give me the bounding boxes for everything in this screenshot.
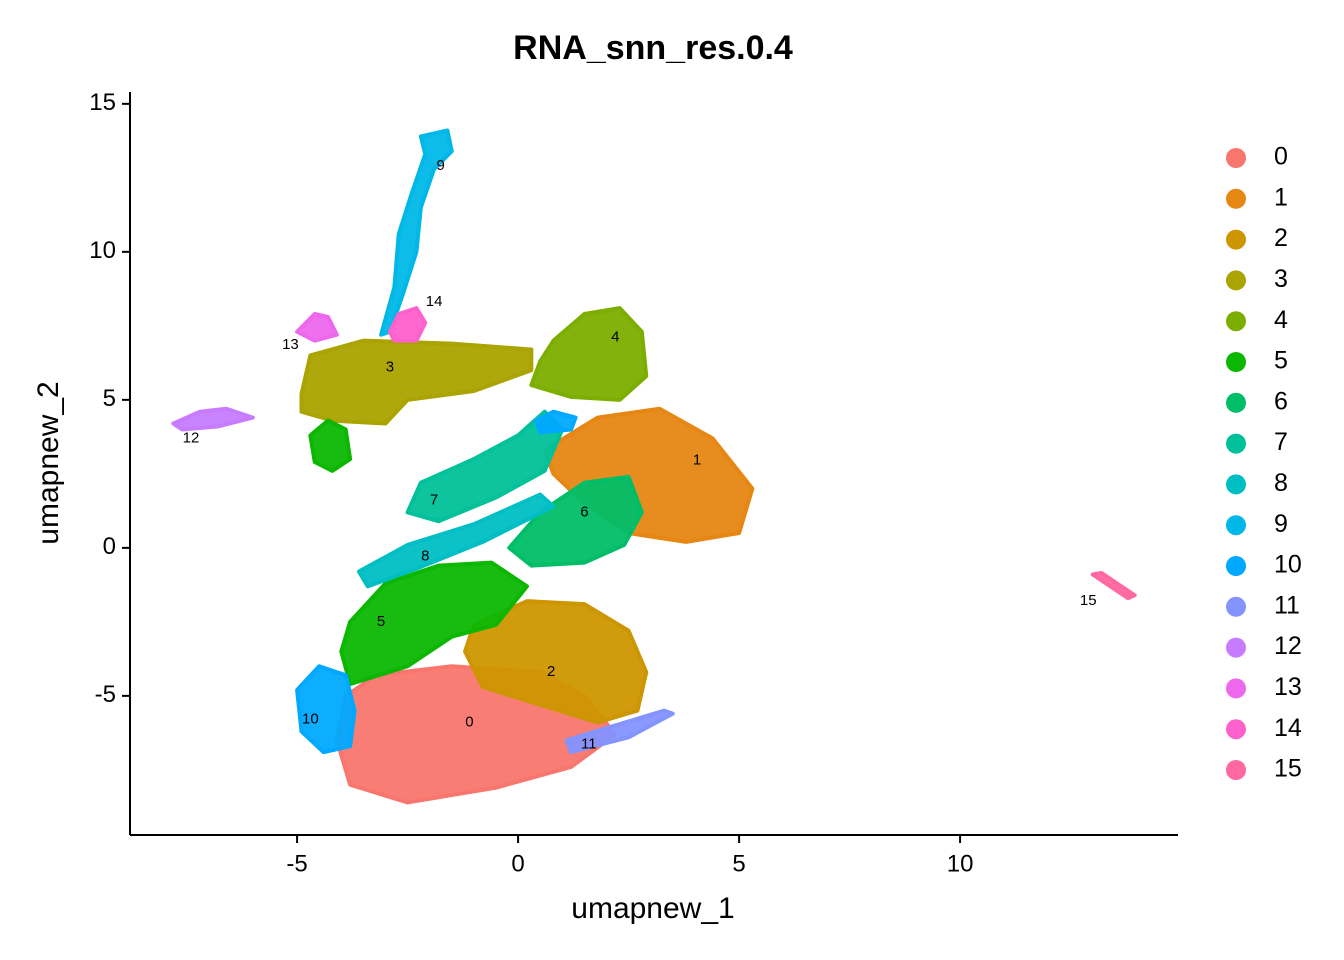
cluster-points — [295, 312, 339, 343]
cluster-label: 12 — [183, 429, 200, 446]
legend-label: 14 — [1274, 714, 1302, 742]
legend-swatch — [1226, 392, 1246, 413]
y-tick-label: 5 — [103, 385, 116, 412]
x-axis-label: umapnew_1 — [571, 892, 734, 925]
x-tick-label: 0 — [511, 850, 524, 877]
legend-swatch — [1226, 474, 1246, 495]
cluster-label: 8 — [421, 548, 429, 565]
legend-swatch — [1226, 637, 1246, 658]
cluster-points — [507, 474, 644, 568]
x-tick-label: -5 — [286, 850, 307, 877]
x-tick-label: 10 — [947, 850, 974, 877]
legend-swatch — [1226, 760, 1246, 780]
cluster-points — [339, 560, 529, 687]
legend-label: 7 — [1274, 428, 1288, 456]
cluster-points — [379, 128, 454, 337]
x-tick-label: 5 — [732, 850, 745, 877]
legend-label: 4 — [1274, 306, 1288, 334]
cluster-points — [1090, 571, 1137, 601]
legend-label: 1 — [1274, 183, 1288, 211]
legend-label: 10 — [1274, 551, 1302, 579]
plot-area — [171, 128, 1137, 805]
legend-swatch — [1226, 311, 1246, 332]
cluster-label: 4 — [611, 329, 619, 346]
legend-label: 15 — [1274, 755, 1302, 783]
cluster-label: 5 — [377, 613, 385, 630]
cluster-label: 2 — [547, 663, 555, 680]
legend-swatch — [1226, 352, 1246, 372]
cluster-points — [299, 338, 534, 426]
y-axis-label: umapnew_2 — [32, 381, 65, 544]
legend-swatch — [1226, 678, 1246, 699]
legend-label: 13 — [1274, 673, 1302, 701]
legend-swatch — [1226, 188, 1246, 209]
cluster-label: 3 — [386, 358, 394, 375]
cluster-points — [387, 306, 428, 343]
cluster-label: 11 — [581, 736, 597, 753]
legend-label: 0 — [1274, 143, 1288, 171]
legend-label: 12 — [1274, 632, 1302, 660]
cluster-label: 6 — [580, 503, 588, 520]
cluster-points — [533, 409, 578, 435]
y-tick-label: -5 — [95, 681, 116, 708]
legend-swatch — [1226, 433, 1246, 454]
cluster-points — [295, 664, 357, 755]
cluster-label: 0 — [465, 713, 473, 730]
legend-swatch — [1226, 270, 1246, 291]
cluster-points — [308, 418, 353, 473]
cluster-label: 7 — [430, 491, 438, 508]
chart-title: RNA_snn_res.0.4 — [513, 29, 793, 67]
cluster-points — [529, 306, 649, 402]
legend-label: 3 — [1274, 265, 1288, 293]
y-tick-label: 10 — [89, 237, 116, 264]
cluster-points — [171, 406, 255, 432]
cluster-label: 10 — [302, 711, 319, 728]
legend-swatch — [1226, 719, 1246, 740]
legend-label: 9 — [1274, 510, 1288, 538]
cluster-label: 15 — [1080, 592, 1097, 609]
legend-swatch — [1226, 229, 1246, 250]
cluster-points — [564, 708, 675, 755]
y-tick-label: 15 — [89, 89, 116, 116]
legend-swatch — [1226, 148, 1246, 168]
cluster-points — [356, 492, 556, 589]
y-tick-label: 0 — [103, 533, 116, 560]
cluster-label: 14 — [426, 293, 443, 310]
legend-label: 8 — [1274, 469, 1288, 497]
legend-label: 11 — [1274, 591, 1300, 619]
legend-swatch — [1226, 556, 1246, 576]
legend-label: 5 — [1274, 347, 1288, 375]
legend-label: 6 — [1274, 387, 1288, 415]
cluster-label: 9 — [437, 157, 445, 174]
cluster-label: 13 — [282, 336, 299, 353]
cluster-label: 1 — [693, 452, 701, 469]
legend-label: 2 — [1274, 224, 1288, 252]
legend-swatch — [1226, 596, 1246, 617]
legend-swatch — [1226, 515, 1246, 536]
cluster-points — [463, 599, 649, 725]
